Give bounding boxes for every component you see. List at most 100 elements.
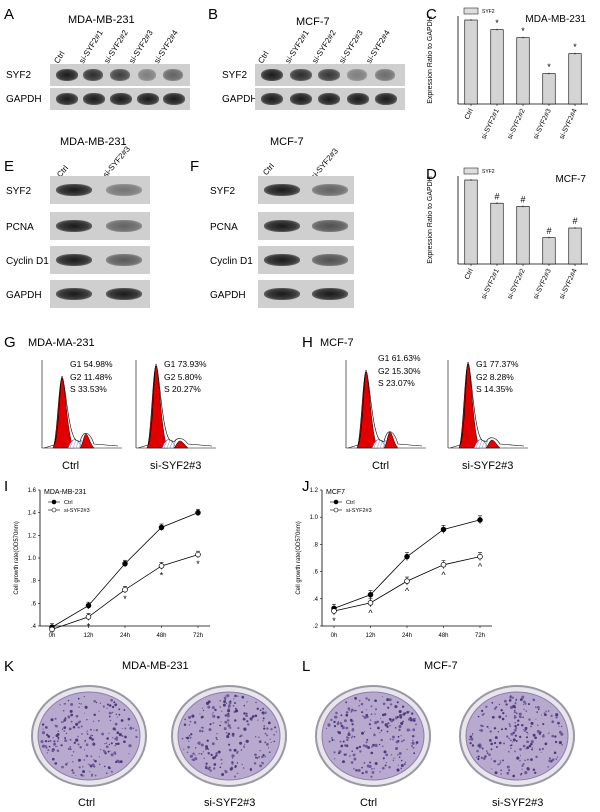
blot-strip-syf2 (255, 64, 405, 86)
data-point (195, 509, 201, 516)
colony (522, 716, 524, 719)
colony (351, 723, 354, 726)
colony (368, 764, 372, 769)
colony (396, 715, 399, 719)
colony (44, 739, 48, 743)
colony (46, 752, 49, 754)
colony (491, 701, 494, 704)
facs-label: Ctrl (372, 460, 390, 472)
colony (235, 707, 237, 710)
colony (241, 695, 245, 699)
lane-label: si-SYF2#4 (152, 28, 180, 65)
colony (78, 726, 80, 729)
colony (526, 731, 528, 734)
colony (228, 703, 231, 707)
colony (415, 743, 417, 745)
colony (199, 713, 201, 715)
colony (518, 712, 522, 716)
colony (103, 765, 106, 768)
colony (497, 763, 500, 766)
colony (344, 744, 347, 747)
bar (464, 179, 478, 265)
colony (62, 721, 64, 723)
colony (519, 715, 522, 719)
colony (480, 724, 483, 727)
colony (538, 708, 540, 711)
colony (97, 719, 100, 722)
colony (91, 734, 94, 737)
colony (494, 736, 498, 740)
y-tick-label: 1.0 (28, 556, 37, 562)
colony (46, 733, 49, 737)
colony (275, 731, 278, 733)
colony (56, 745, 58, 747)
colony (247, 723, 250, 726)
colony (325, 727, 328, 730)
colony (92, 720, 95, 722)
legend-marker (333, 507, 339, 513)
colony (407, 710, 410, 713)
colony (59, 704, 61, 706)
colony (414, 717, 416, 720)
colony (331, 739, 334, 742)
colony (498, 741, 502, 745)
stat-line: G1 54.98% (70, 359, 113, 369)
colony (254, 735, 257, 738)
colony (540, 751, 542, 753)
colony (115, 736, 119, 739)
colony (183, 723, 187, 727)
lane-label: Ctrl (261, 161, 277, 177)
colony (227, 707, 230, 711)
dish-label: Ctrl (78, 797, 96, 809)
colony (374, 721, 378, 725)
colony (234, 702, 236, 704)
colony (226, 694, 230, 698)
colony (262, 754, 265, 757)
colony (505, 715, 508, 717)
colony (509, 695, 512, 697)
colony (397, 764, 399, 766)
colony (369, 761, 372, 764)
colony (389, 724, 391, 727)
colony (95, 701, 98, 704)
colony (358, 704, 361, 707)
data-point (404, 553, 410, 560)
colony (227, 724, 231, 728)
colony (92, 742, 96, 746)
colony (231, 762, 234, 765)
facs-histogram-ctrl (41, 360, 122, 449)
colony (229, 700, 232, 703)
blot-strip-syf2 (50, 64, 190, 86)
colony (224, 770, 228, 774)
colony (189, 720, 192, 723)
colony (510, 732, 514, 736)
colony (226, 735, 230, 739)
colony (514, 714, 516, 717)
colony (123, 709, 126, 711)
colony (550, 714, 553, 718)
colony (236, 751, 239, 754)
colony (234, 709, 239, 713)
colony (211, 706, 215, 710)
colony (213, 763, 217, 766)
colony (95, 728, 99, 732)
colony (506, 765, 510, 769)
colony (333, 758, 336, 760)
legend-label: Ctrl (346, 500, 355, 506)
colony (379, 731, 381, 734)
colony (489, 730, 492, 733)
data-point (158, 563, 165, 569)
colony (469, 735, 473, 739)
colony (363, 731, 365, 733)
colony (203, 757, 205, 759)
colony (512, 704, 516, 708)
colony (530, 740, 534, 744)
colony (262, 717, 265, 720)
colony (350, 708, 354, 712)
colony (93, 759, 95, 761)
colony (365, 709, 367, 711)
colony (398, 752, 402, 755)
blot-strip-syf2 (50, 176, 150, 204)
colony (494, 760, 496, 762)
colony (114, 703, 118, 707)
